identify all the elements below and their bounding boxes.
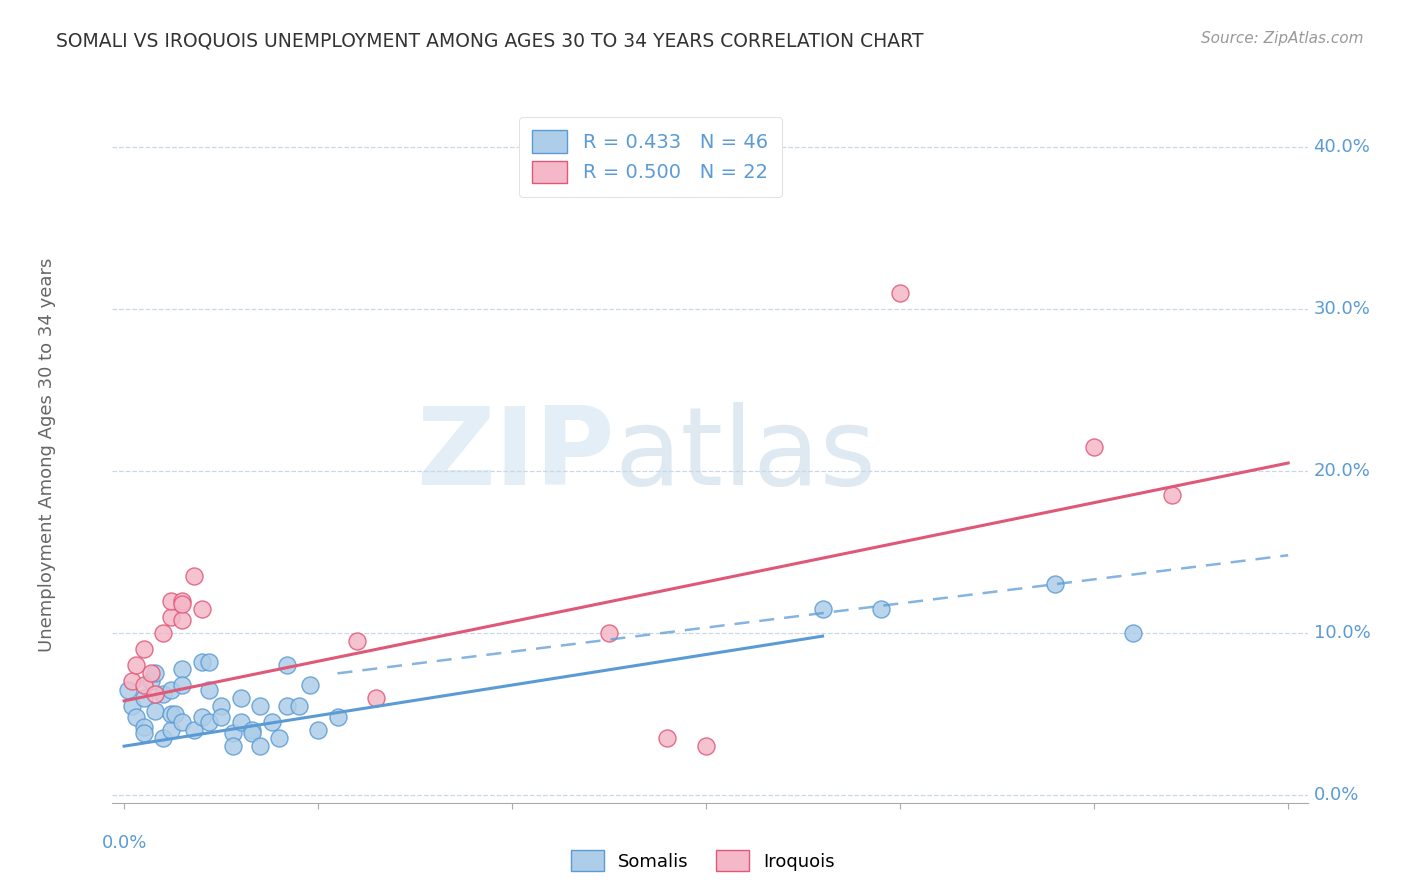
- Point: [269, 731, 291, 745]
- Point: [117, 682, 139, 697]
- Point: [240, 723, 263, 737]
- Point: [869, 601, 891, 615]
- Point: [657, 731, 679, 745]
- Point: [260, 714, 283, 729]
- Point: [695, 739, 717, 754]
- Text: atlas: atlas: [614, 402, 876, 508]
- Point: [229, 714, 252, 729]
- Point: [307, 723, 329, 737]
- Text: Unemployment Among Ages 30 to 34 years: Unemployment Among Ages 30 to 34 years: [38, 258, 56, 652]
- Point: [172, 597, 194, 611]
- Point: [121, 698, 143, 713]
- Point: [1160, 488, 1182, 502]
- Point: [811, 601, 834, 615]
- Point: [240, 726, 263, 740]
- Point: [152, 731, 174, 745]
- Point: [198, 682, 221, 697]
- Text: 0.0%: 0.0%: [1313, 786, 1360, 804]
- Legend: Somalis, Iroquois: Somalis, Iroquois: [564, 843, 842, 879]
- Point: [159, 706, 181, 721]
- Text: 30.0%: 30.0%: [1313, 301, 1371, 318]
- Point: [276, 658, 298, 673]
- Point: [132, 690, 155, 705]
- Text: SOMALI VS IROQUOIS UNEMPLOYMENT AMONG AGES 30 TO 34 YEARS CORRELATION CHART: SOMALI VS IROQUOIS UNEMPLOYMENT AMONG AG…: [56, 31, 924, 50]
- Point: [172, 661, 194, 675]
- Point: [172, 593, 194, 607]
- Point: [143, 687, 166, 701]
- Point: [143, 666, 166, 681]
- Point: [366, 690, 388, 705]
- Point: [276, 698, 298, 713]
- Point: [198, 714, 221, 729]
- Point: [159, 593, 181, 607]
- Point: [1083, 440, 1105, 454]
- Point: [163, 706, 186, 721]
- Point: [159, 609, 181, 624]
- Point: [143, 704, 166, 718]
- Point: [229, 690, 252, 705]
- Point: [249, 739, 271, 754]
- Point: [346, 634, 368, 648]
- Point: [172, 678, 194, 692]
- Point: [222, 739, 245, 754]
- Legend: R = 0.433   N = 46, R = 0.500   N = 22: R = 0.433 N = 46, R = 0.500 N = 22: [519, 117, 782, 196]
- Point: [172, 714, 194, 729]
- Point: [326, 710, 349, 724]
- Point: [125, 710, 148, 724]
- Point: [1122, 626, 1144, 640]
- Point: [190, 655, 212, 669]
- Point: [132, 726, 155, 740]
- Point: [125, 658, 148, 673]
- Point: [132, 642, 155, 657]
- Text: 40.0%: 40.0%: [1313, 138, 1371, 156]
- Point: [299, 678, 322, 692]
- Text: 10.0%: 10.0%: [1313, 624, 1371, 642]
- Point: [183, 569, 205, 583]
- Point: [222, 726, 245, 740]
- Point: [152, 687, 174, 701]
- Point: [249, 698, 271, 713]
- Text: ZIP: ZIP: [416, 402, 614, 508]
- Point: [132, 720, 155, 734]
- Point: [141, 666, 163, 681]
- Text: Source: ZipAtlas.com: Source: ZipAtlas.com: [1201, 31, 1364, 46]
- Point: [141, 674, 163, 689]
- Point: [152, 626, 174, 640]
- Point: [132, 678, 155, 692]
- Point: [159, 723, 181, 737]
- Point: [183, 723, 205, 737]
- Point: [159, 682, 181, 697]
- Point: [1045, 577, 1067, 591]
- Text: 20.0%: 20.0%: [1313, 462, 1371, 480]
- Point: [121, 674, 143, 689]
- Point: [190, 710, 212, 724]
- Point: [190, 601, 212, 615]
- Text: 0.0%: 0.0%: [101, 834, 146, 852]
- Point: [287, 698, 309, 713]
- Point: [209, 698, 232, 713]
- Point: [198, 655, 221, 669]
- Point: [598, 626, 620, 640]
- Point: [172, 613, 194, 627]
- Point: [889, 286, 911, 301]
- Point: [209, 710, 232, 724]
